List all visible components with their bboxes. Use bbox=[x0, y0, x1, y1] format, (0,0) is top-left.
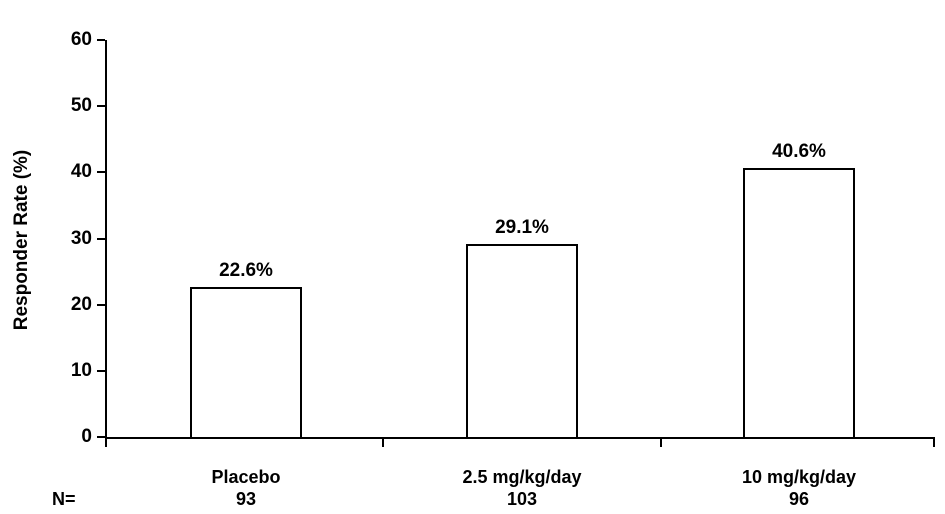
x-tick-mark bbox=[933, 439, 935, 447]
y-tick-label: 50 bbox=[70, 95, 92, 117]
category-name: 2.5 mg/kg/day bbox=[462, 467, 582, 487]
y-tick-mark bbox=[97, 105, 105, 108]
category-n-value: 96 bbox=[788, 489, 810, 509]
y-tick-mark bbox=[97, 303, 105, 306]
y-tick-label: 0 bbox=[81, 426, 92, 447]
n-equals-label: N= bbox=[52, 489, 76, 509]
category-label-2-5-mg-kg-day: 2.5 mg/kg/day 103 bbox=[402, 466, 642, 510]
bar-value-label: 29.1% bbox=[495, 217, 549, 239]
y-tick-mark bbox=[97, 171, 105, 174]
bar-10-mg-kg-day: 40.6% bbox=[743, 141, 855, 437]
y-tick-label: 60 bbox=[70, 29, 92, 50]
category-n-value: 93 bbox=[235, 489, 257, 509]
y-axis-title: Responder Rate (%) bbox=[11, 149, 32, 331]
y-tick-label: 10 bbox=[70, 359, 92, 381]
category-label-10-mg-kg-day: 10 mg/kg/day 96 bbox=[679, 466, 919, 510]
y-tick-mark bbox=[97, 369, 105, 372]
bar-placebo: 22.6% bbox=[190, 260, 302, 437]
x-tick-mark bbox=[660, 439, 662, 447]
y-tick-mark bbox=[97, 39, 105, 41]
bar-2-5-mg-kg-day: 29.1% bbox=[466, 217, 578, 437]
y-tick-label: 30 bbox=[70, 227, 92, 249]
x-tick-mark bbox=[105, 439, 107, 447]
category-n-value: 103 bbox=[506, 489, 538, 509]
y-tick-label: 40 bbox=[70, 161, 92, 183]
category-name: 10 mg/kg/day bbox=[741, 467, 857, 487]
category-label-placebo: Placebo 93 bbox=[126, 466, 366, 510]
y-axis-line bbox=[105, 40, 107, 439]
x-axis-line bbox=[105, 437, 935, 439]
y-tick-mark bbox=[97, 237, 105, 240]
category-name: Placebo bbox=[211, 467, 281, 487]
bar-value-label: 22.6% bbox=[219, 260, 273, 282]
bar-value-label: 40.6% bbox=[772, 141, 826, 163]
y-tick-mark bbox=[97, 436, 105, 438]
y-tick-label: 20 bbox=[70, 293, 92, 315]
x-tick-mark bbox=[382, 439, 384, 447]
